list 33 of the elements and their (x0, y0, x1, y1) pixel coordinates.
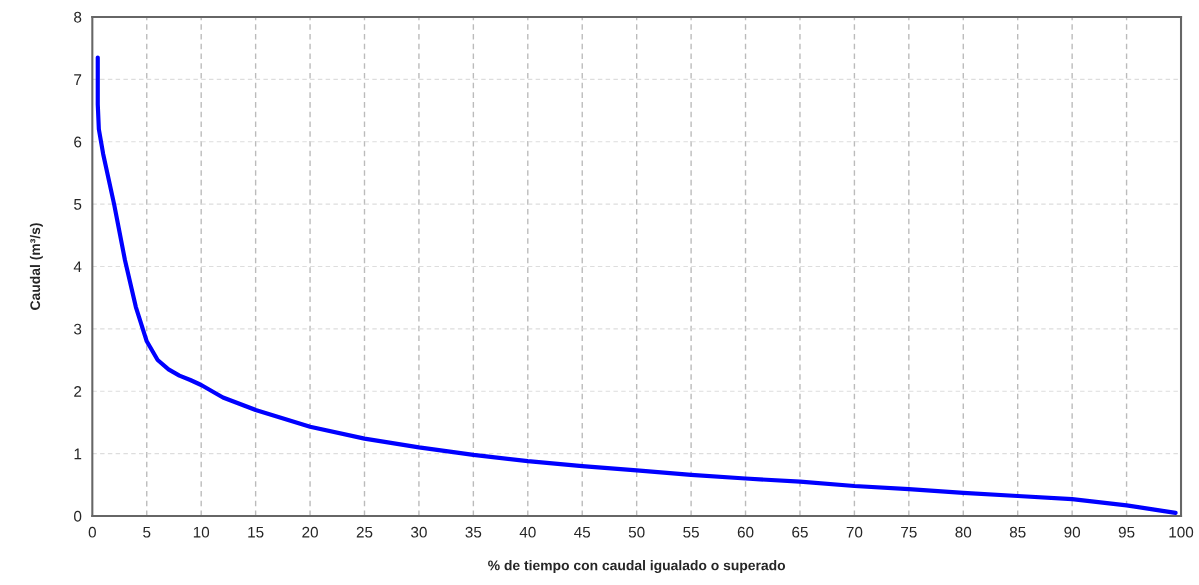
x-tick-label: 90 (1064, 526, 1081, 538)
y-tick-label: 3 (73, 323, 82, 335)
x-tick-label: 80 (955, 526, 972, 538)
x-tick-label: 60 (737, 526, 754, 538)
y-tick-label: 4 (73, 261, 82, 272)
x-tick-label: 30 (411, 526, 427, 538)
x-tick-label: 95 (1118, 526, 1135, 538)
y-tick-label: 5 (74, 199, 82, 210)
x-tick-label: 15 (248, 526, 264, 538)
line-series (95, 55, 1178, 515)
x-tick-label: 100 (1169, 526, 1194, 538)
x-tick-label: 85 (1009, 526, 1026, 538)
x-tick-label: 70 (846, 526, 863, 538)
x-tick-label: 75 (901, 526, 917, 538)
y-tick-label: 2 (74, 386, 82, 397)
y-tick-label: 1 (74, 448, 82, 460)
y-tick-label: 7 (74, 74, 82, 85)
x-tick-label: 35 (465, 526, 482, 538)
y-tick-label: 6 (74, 136, 82, 148)
x-tick-label: 5 (143, 526, 151, 538)
x-tick-label: 45 (574, 526, 591, 538)
y-tick-label: 0 (74, 510, 82, 522)
x-tick-label: 55 (683, 526, 699, 538)
y-tick-label: 8 (74, 11, 82, 23)
x-tick-label: 0 (88, 526, 96, 538)
y-axis-title: Caudal (m³/s) (29, 223, 43, 310)
x-tick-label: 25 (356, 526, 373, 538)
x-tick-label: 10 (193, 526, 210, 538)
x-tick-label: 65 (792, 526, 808, 538)
x-tick-label: 50 (628, 526, 645, 538)
x-tick-label: 20 (302, 526, 318, 538)
x-tick-label: 40 (519, 526, 536, 538)
x-axis-title: % de tiempo con caudal igualado o superado (488, 560, 786, 574)
